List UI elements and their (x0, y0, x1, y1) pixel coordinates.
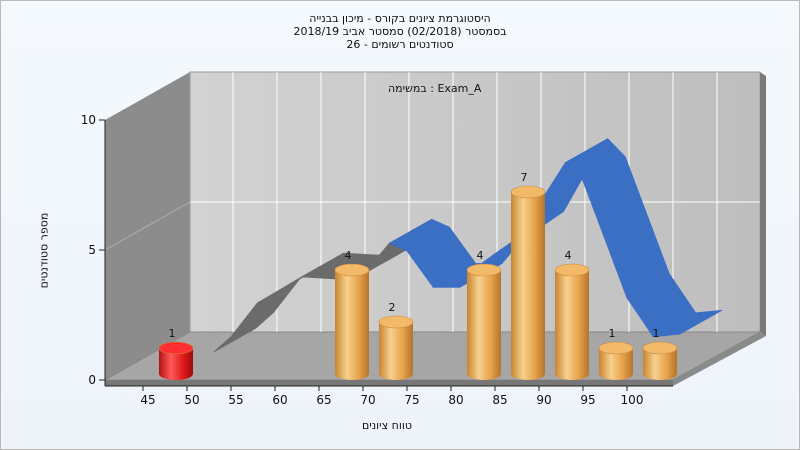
bar-top (510, 185, 546, 199)
bar-100 (642, 341, 678, 380)
x-tick-label: 100 (621, 393, 644, 407)
bar-value-label: 1 (609, 327, 616, 340)
y-tick-label: 5 (88, 243, 96, 257)
bar-top (598, 341, 634, 355)
bar-70 (378, 315, 414, 380)
x-tick-label: 75 (404, 393, 419, 407)
y-tick-label: 10 (81, 113, 96, 127)
bar-top (158, 341, 194, 355)
y-tick-label: 0 (88, 373, 96, 387)
x-tick-label: 90 (536, 393, 551, 407)
bar-body (467, 270, 501, 380)
bar-top (466, 263, 502, 277)
bar-top (642, 341, 678, 355)
back-wall-edge (760, 72, 766, 336)
bar-top (334, 263, 370, 277)
x-tick-label: 55 (228, 393, 243, 407)
bar-body (643, 348, 677, 380)
floor-front-edge (105, 380, 673, 386)
x-tick-label: 70 (360, 393, 375, 407)
bar-top (554, 263, 590, 277)
floor-side-edge (673, 332, 766, 386)
bar-95 (598, 341, 634, 380)
bar-value-label: 1 (653, 327, 660, 340)
bar-body (335, 270, 369, 380)
bar-value-label: 7 (521, 171, 528, 184)
x-tick-label: 85 (492, 393, 507, 407)
bar-80 (466, 263, 502, 380)
ribbon-curve-segment (653, 309, 723, 338)
bar-body (379, 322, 413, 380)
bar-body (159, 348, 193, 380)
bar-value-label: 4 (477, 249, 484, 262)
bar-45 (158, 341, 194, 380)
x-tick-label: 50 (184, 393, 199, 407)
chart-title-line-2: בסמסטר (02/2018) סמסטר אביב 2018/19 (293, 25, 507, 38)
bar-value-label: 4 (565, 249, 572, 262)
bar-90 (554, 263, 590, 380)
bar-body (555, 270, 589, 380)
bar-65 (334, 263, 370, 380)
chart-title-line-1: היסטוגרמת ציונים בקורס - מיכון בבנייה (309, 12, 491, 25)
annotation-label: במשימה : Exam_A (388, 82, 482, 95)
bar-body (599, 348, 633, 380)
y-axis-label: מספר סטודנטים (37, 212, 51, 289)
bar-value-label: 2 (389, 301, 396, 314)
x-tick-label: 80 (448, 393, 463, 407)
chart-title-line-3: סטודנטים רשומים - 26 (346, 38, 454, 51)
bar-value-label: 1 (169, 327, 176, 340)
bar-value-label: 4 (345, 249, 352, 262)
x-tick-label: 95 (580, 393, 595, 407)
bar-top (378, 315, 414, 329)
x-tick-label: 65 (316, 393, 331, 407)
x-tick-label: 60 (272, 393, 287, 407)
x-axis-label: טווח ציונים (362, 419, 412, 432)
x-tick-label: 45 (140, 393, 155, 407)
bar-body (511, 192, 545, 380)
left-wall-gridline (104, 201, 191, 251)
bar-85 (510, 185, 546, 380)
